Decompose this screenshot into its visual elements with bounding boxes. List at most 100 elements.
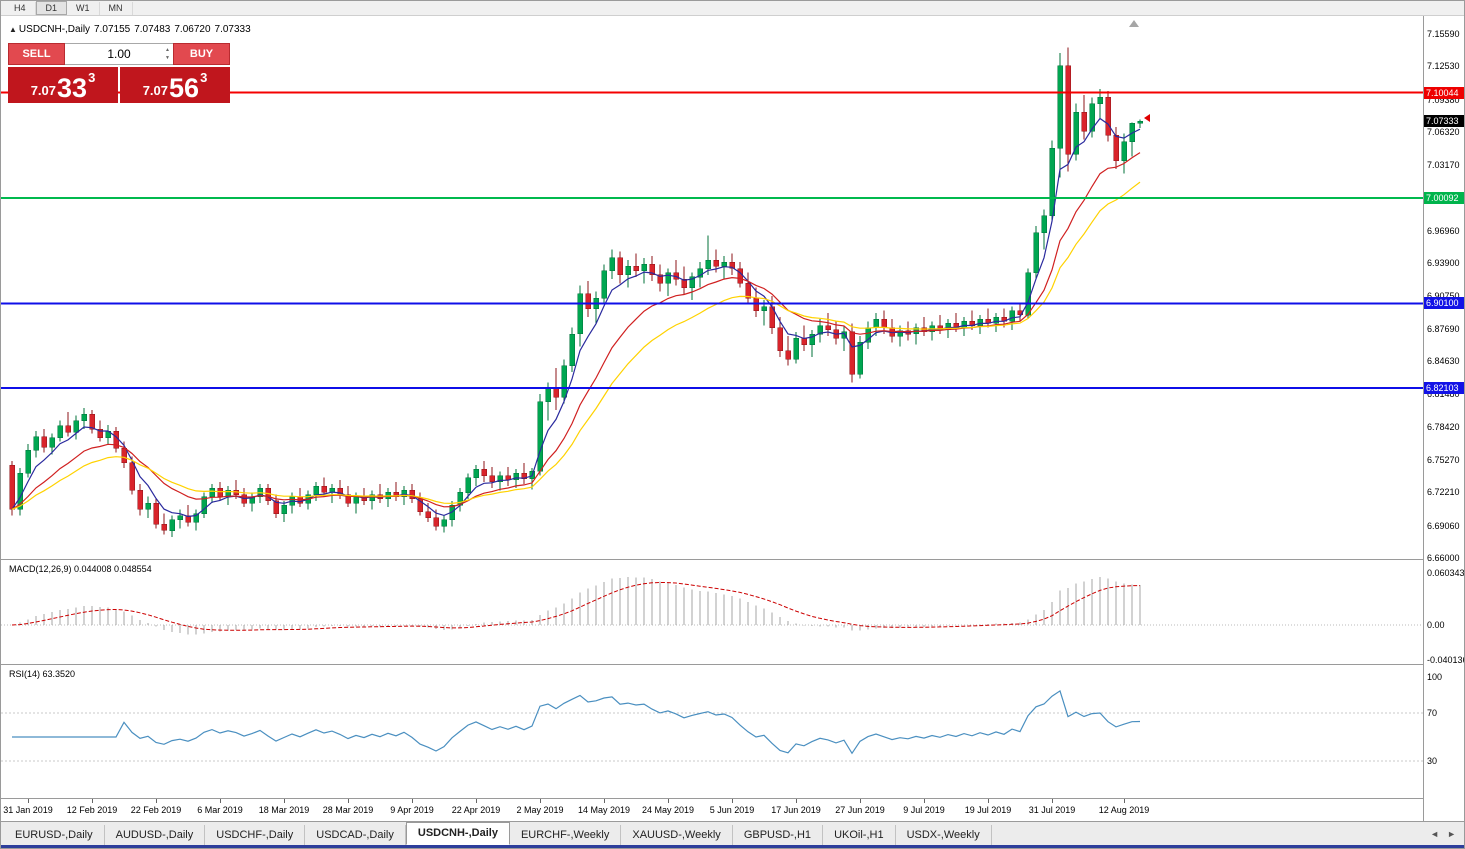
ask-pips: 56	[169, 73, 200, 103]
volume-spinner[interactable]: ▲ ▼	[165, 46, 170, 62]
chart-tab-audusd-daily[interactable]: AUDUSD-,Daily	[105, 825, 206, 845]
volume-input[interactable]: 1.00 ▲ ▼	[65, 43, 173, 65]
support-line-badge: 6.90100	[1424, 297, 1464, 310]
date-label: 5 Jun 2019	[709, 805, 755, 815]
tabs-scroll-left-icon[interactable]: ◄	[1430, 828, 1440, 839]
volume-value: 1.00	[107, 47, 131, 61]
price-tick-label: 7.12530	[1427, 61, 1460, 72]
chart-tab-eurusd-daily[interactable]: EURUSD-,Daily	[4, 825, 105, 845]
price-tick-label: 6.69060	[1427, 520, 1460, 531]
bid-price-display[interactable]: 7.07 33 3	[8, 67, 118, 103]
candles	[9, 47, 1143, 537]
price-tick-label: 6.93900	[1427, 258, 1460, 269]
date-tick	[924, 799, 925, 803]
date-tick	[988, 799, 989, 803]
rsi-line	[12, 689, 1141, 755]
date-label: 22 Feb 2019	[130, 805, 182, 815]
pane-divider[interactable]	[1, 664, 1464, 665]
date-label: 14 May 2019	[577, 805, 631, 815]
chart-tab-xauusd-weekly[interactable]: XAUUSD-,Weekly	[621, 825, 733, 845]
timeframe-button-w1[interactable]: W1	[67, 1, 100, 15]
ohlc-close: 7.07333	[214, 24, 251, 35]
chart-title: ▲ USDCNH-,Daily 7.07155 7.07483 7.06720 7.073…	[9, 24, 255, 35]
price-axis[interactable]: 7.15590 7.12530 7.09380 7.06320 7.03170 6.969…	[1423, 16, 1465, 821]
chart-tab-gbpusd-h1[interactable]: GBPUSD-,H1	[733, 825, 824, 845]
date-tick	[92, 799, 93, 803]
date-label: 28 Mar 2019	[322, 805, 374, 815]
macd-tick-label: 0.060343	[1427, 567, 1465, 578]
chart-tab-usdcad-daily[interactable]: USDCAD-,Daily	[305, 825, 406, 845]
timeframe-button-mn[interactable]: MN	[100, 1, 133, 15]
macd-histogram	[19, 576, 1141, 635]
ohlc-low: 7.06720	[174, 24, 211, 35]
rsi-label: RSI(14) 63.3520	[9, 669, 76, 679]
rsi-pane[interactable]	[1, 665, 1423, 798]
macd-signal-line	[11, 581, 1141, 631]
volume-down-icon[interactable]: ▼	[165, 55, 170, 61]
ohlc-high: 7.07483	[134, 24, 171, 35]
date-tick	[604, 799, 605, 803]
timeframe-button-h4[interactable]: H4	[5, 1, 36, 15]
chart-shift-marker-icon[interactable]	[1129, 20, 1139, 27]
rsi-tick-label: 30	[1427, 756, 1438, 766]
price-tick-label: 6.72210	[1427, 487, 1460, 498]
price-tick-label: 6.75270	[1427, 455, 1460, 465]
chart-tab-bar: EURUSD-,Daily AUDUSD-,Daily USDCHF-,Daily U…	[1, 821, 1464, 845]
tabs-scroll-right-icon[interactable]: ►	[1447, 828, 1456, 839]
bottom-strip	[1, 845, 1464, 848]
ma-mid-red	[11, 152, 1141, 510]
price-tick-label: 6.66000	[1427, 552, 1460, 563]
date-label: 19 Jul 2019	[964, 805, 1012, 815]
chart-tab-usdcnh-daily[interactable]: USDCNH-,Daily	[405, 822, 510, 845]
date-label: 12 Feb 2019	[66, 805, 118, 815]
macd-label: MACD(12,26,9) 0.044008 0.048554	[9, 564, 152, 574]
date-axis[interactable]: 31 Jan 2019 12 Feb 2019 22 Feb 2019 6 Mar 2…	[1, 799, 1423, 821]
price-chart-pane[interactable]	[1, 16, 1423, 559]
bid-pips: 33	[57, 73, 88, 103]
chart-tab-eurchf-weekly[interactable]: EURCHF-,Weekly	[510, 825, 622, 845]
ask-point: 3	[200, 70, 208, 85]
price-tick-label: 6.78420	[1427, 421, 1460, 432]
bid-point: 3	[88, 70, 96, 85]
collapse-arrow-icon[interactable]: ▲	[9, 25, 17, 34]
ohlc-open: 7.07155	[94, 24, 131, 35]
timeframe-button-d1[interactable]: D1	[35, 1, 68, 15]
price-tick-label: 7.06320	[1427, 126, 1460, 137]
support-line-badge: 7.00092	[1424, 191, 1464, 204]
ask-prefix: 7.07	[142, 83, 169, 98]
support-line-badge: 6.82103	[1424, 381, 1464, 394]
buy-button[interactable]: BUY	[173, 43, 230, 65]
ask-price-display[interactable]: 7.07 56 3	[120, 67, 230, 103]
date-tick	[668, 799, 669, 803]
ma-fast-blue	[11, 117, 1141, 518]
date-tick	[412, 799, 413, 803]
price-tick-label: 6.84630	[1427, 356, 1460, 367]
chart-tab-usdx-weekly[interactable]: USDX-,Weekly	[896, 825, 992, 845]
date-tick	[156, 799, 157, 803]
date-tick	[732, 799, 733, 803]
volume-up-icon[interactable]: ▲	[165, 47, 170, 53]
date-tick	[220, 799, 221, 803]
one-click-trading-panel: SELL 1.00 ▲ ▼ BUY 7.07 33 3 7.07 56 3	[8, 43, 230, 103]
macd-tick-label: -0.040136	[1427, 654, 1465, 665]
pane-divider	[1, 798, 1464, 799]
chart-tab-usdchf-daily[interactable]: USDCHF-,Daily	[205, 825, 306, 845]
date-tick	[1052, 799, 1053, 803]
date-label: 9 Apr 2019	[390, 805, 434, 815]
date-tick	[860, 799, 861, 803]
macd-pane[interactable]	[1, 560, 1423, 664]
date-label: 18 Mar 2019	[258, 805, 310, 815]
sell-button[interactable]: SELL	[8, 43, 65, 65]
symbol-period-label: USDCNH-,Daily	[18, 24, 91, 35]
date-label: 31 Jul 2019	[1028, 805, 1076, 815]
pane-divider[interactable]	[1, 559, 1464, 560]
date-label: 9 Jul 2019	[903, 805, 945, 815]
price-tick-label: 7.15590	[1427, 29, 1460, 40]
date-label: 27 Jun 2019	[835, 805, 885, 815]
date-label: 22 Apr 2019	[451, 805, 501, 815]
date-tick	[540, 799, 541, 803]
price-tick-label: 6.90750	[1427, 291, 1460, 301]
chart-tab-ukoil-h1[interactable]: UKOil-,H1	[823, 825, 896, 845]
ma-slow-yellow	[11, 181, 1141, 510]
date-tick	[348, 799, 349, 803]
